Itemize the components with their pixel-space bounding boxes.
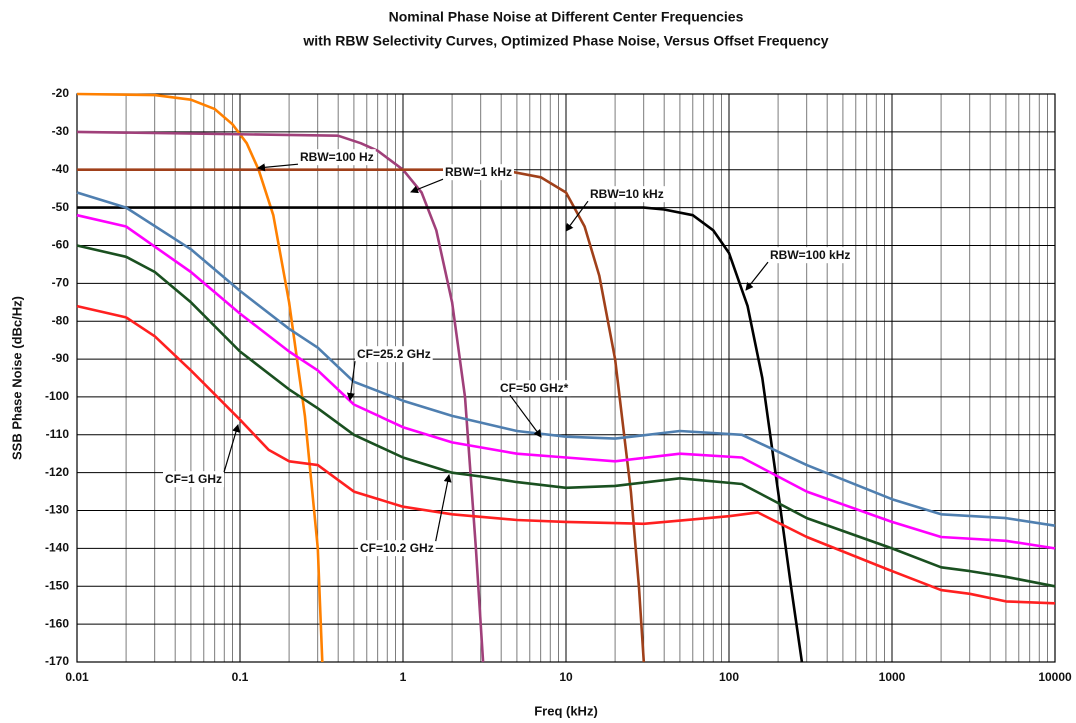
x-tick-label: 1 — [400, 670, 407, 684]
y-tick-label: -30 — [52, 124, 70, 138]
label-arrow — [257, 163, 299, 172]
x-tick-label: 1000 — [879, 670, 906, 684]
series-label: RBW=1 kHz — [445, 165, 512, 179]
y-tick-label: -130 — [45, 503, 69, 517]
label-arrow — [346, 361, 356, 401]
y-tick-label: -100 — [45, 389, 69, 403]
y-tick-label: -140 — [45, 541, 69, 555]
label-arrow — [435, 474, 452, 542]
label-background — [163, 471, 225, 488]
x-tick-label: 0.1 — [232, 670, 249, 684]
y-tick-label: -20 — [52, 86, 70, 100]
chart-subtitle: with RBW Selectivity Curves, Optimized P… — [302, 33, 828, 49]
x-tick-label: 10000 — [1038, 670, 1072, 684]
y-tick-label: -160 — [45, 616, 69, 630]
series-label: RBW=100 Hz — [300, 150, 374, 164]
y-tick-label: -110 — [46, 427, 70, 441]
y-tick-label: -40 — [52, 162, 70, 176]
x-tick-label: 100 — [719, 670, 739, 684]
y-tick-label: -80 — [52, 313, 70, 327]
y-tick-label: -90 — [52, 351, 70, 365]
series-label: CF=1 GHz — [165, 472, 222, 486]
series-line — [76, 304, 1056, 605]
series-line — [76, 191, 1056, 527]
label-background — [355, 346, 433, 363]
label-background — [768, 247, 853, 264]
label-background — [588, 186, 666, 203]
label-arrow — [410, 178, 444, 194]
label-background — [443, 164, 515, 181]
series-line — [77, 168, 646, 663]
series-line — [76, 244, 1056, 588]
y-tick-label: -150 — [45, 578, 69, 592]
series-line — [76, 92, 324, 663]
series-line — [77, 206, 804, 663]
series-label: CF=50 GHz* — [500, 381, 569, 395]
label-background — [498, 380, 571, 397]
series-label: CF=25.2 GHz — [357, 347, 431, 361]
y-tick-label: -120 — [45, 465, 69, 479]
label-arrow — [565, 200, 589, 232]
label-background — [298, 149, 376, 166]
grid: 0.01 0.1 1 10 100 1000 10000 -170 -160 -150 -140 -1… — [45, 86, 1072, 684]
series-line — [76, 130, 485, 663]
label-background — [358, 540, 436, 557]
series-label: RBW=10 kHz — [590, 187, 664, 201]
series-label: RBW=100 kHz — [770, 248, 850, 262]
chart-title: Nominal Phase Noise at Different Center … — [389, 9, 744, 25]
plot-frame — [76, 93, 1056, 663]
y-tick-label: -60 — [52, 238, 70, 252]
label-arrow — [223, 424, 240, 473]
series-line — [76, 213, 1056, 550]
x-axis-title: Freq (kHz) — [534, 703, 598, 718]
y-tick-label: -50 — [52, 200, 70, 214]
labels: RBW=100 Hz RBW=1 kHz RBW=10 kHz RBW=100 kHz… — [163, 149, 853, 557]
y-axis-title: SSB Phase Noise (dBc/Hz) — [9, 296, 24, 460]
series-label: CF=10.2 GHz — [360, 541, 434, 555]
label-arrow — [509, 394, 542, 438]
lines — [76, 92, 1056, 663]
label-arrow — [745, 261, 769, 291]
x-tick-label: 10 — [559, 670, 573, 684]
y-tick-label: -170 — [45, 654, 69, 668]
x-tick-label: 0.01 — [65, 670, 89, 684]
y-tick-label: -70 — [52, 276, 70, 290]
